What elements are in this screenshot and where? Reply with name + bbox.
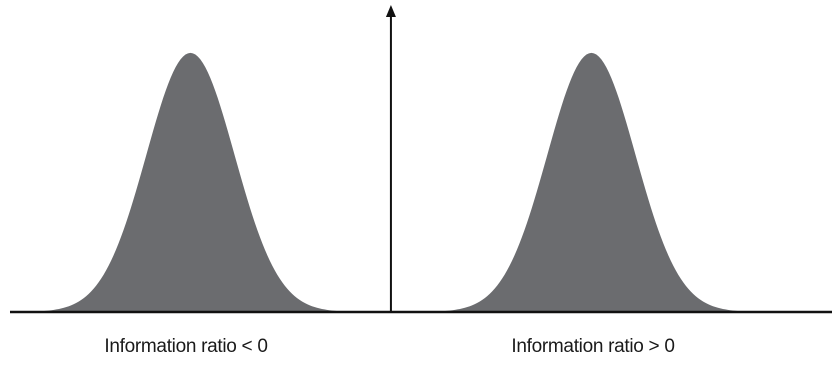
y-axis-arrowhead: [385, 5, 396, 17]
positive-ir-distribution: [392, 52, 790, 312]
left-distribution-label: Information ratio < 0: [104, 336, 268, 357]
negative-ir-distribution: [0, 52, 389, 312]
right-distribution-label: Information ratio > 0: [511, 336, 675, 357]
